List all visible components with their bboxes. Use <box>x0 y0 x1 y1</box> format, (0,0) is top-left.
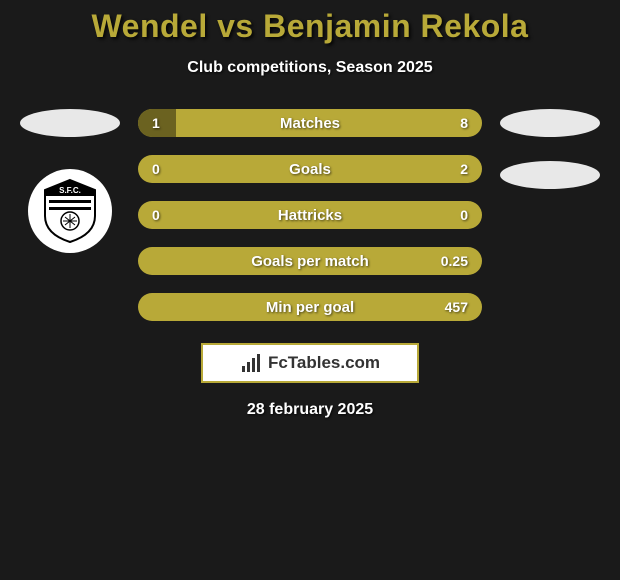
stat-label: Hattricks <box>278 207 342 224</box>
stat-bar: Goals per match 0.25 <box>138 247 482 275</box>
footer: FcTables.com 28 february 2025 <box>0 343 620 419</box>
subtitle: Club competitions, Season 2025 <box>0 59 620 77</box>
stat-right-value: 0.25 <box>441 253 468 269</box>
branding-box: FcTables.com <box>201 343 419 383</box>
svg-text:S.F.C.: S.F.C. <box>59 186 81 195</box>
date: 28 february 2025 <box>247 401 373 419</box>
stat-right-value: 457 <box>445 299 468 315</box>
stat-right-value: 2 <box>460 161 468 177</box>
stat-right-value: 0 <box>460 207 468 223</box>
stat-bar: 1 Matches 8 <box>138 109 482 137</box>
comparison-card: Wendel vs Benjamin Rekola Club competiti… <box>0 0 620 419</box>
stat-bar: 0 Goals 2 <box>138 155 482 183</box>
santos-crest-icon: S.F.C. <box>35 176 105 246</box>
player-photo-placeholder-left <box>20 109 120 137</box>
stat-bar: 0 Hattricks 0 <box>138 201 482 229</box>
chart-icon <box>240 352 262 374</box>
branding-text: FcTables.com <box>268 353 380 373</box>
stat-label: Goals per match <box>251 253 369 270</box>
stat-label: Goals <box>289 161 331 178</box>
stat-left-value: 0 <box>152 161 160 177</box>
stat-left-value: 0 <box>152 207 160 223</box>
left-player-col: S.F.C. <box>20 109 120 253</box>
stat-left-value: 1 <box>152 115 160 131</box>
stat-right-value: 8 <box>460 115 468 131</box>
club-badge-placeholder-right <box>500 161 600 189</box>
club-badge-left: S.F.C. <box>28 169 112 253</box>
right-player-col <box>500 109 600 213</box>
stats-column: 1 Matches 8 0 Goals 2 0 Hattricks 0 Goals per mat… <box>138 109 482 321</box>
stat-label: Min per goal <box>266 299 354 316</box>
stat-label: Matches <box>280 115 340 132</box>
main-row: S.F.C. 1 Matches 8 0 Goals 2 0 Hattricks 0 Goals … <box>0 109 620 321</box>
player-photo-placeholder-right <box>500 109 600 137</box>
title: Wendel vs Benjamin Rekola <box>0 8 620 45</box>
stat-bar: Min per goal 457 <box>138 293 482 321</box>
